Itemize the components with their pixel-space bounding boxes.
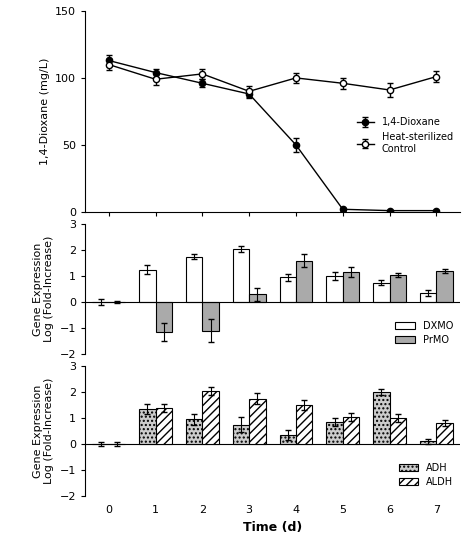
- Bar: [280, 277, 296, 302]
- Bar: [202, 302, 219, 331]
- Y-axis label: Gene Expression
Log (Fold-Increase): Gene Expression Log (Fold-Increase): [33, 378, 54, 485]
- Bar: [437, 423, 453, 444]
- Bar: [327, 276, 343, 302]
- Bar: [280, 435, 296, 444]
- Bar: [249, 398, 265, 444]
- Bar: [390, 275, 406, 302]
- Bar: [343, 417, 359, 444]
- Y-axis label: 1,4-Dioxane (mg/L): 1,4-Dioxane (mg/L): [40, 58, 50, 165]
- Legend: 1,4-Dioxane, Heat-sterilized
Control: 1,4-Dioxane, Heat-sterilized Control: [355, 116, 455, 156]
- Bar: [296, 261, 312, 302]
- Legend: ADH, ALDH: ADH, ALDH: [397, 461, 455, 488]
- Bar: [373, 392, 390, 444]
- X-axis label: Time (d): Time (d): [243, 520, 302, 534]
- Bar: [390, 418, 406, 444]
- Bar: [139, 409, 155, 444]
- Bar: [343, 272, 359, 302]
- Bar: [186, 420, 202, 444]
- Bar: [233, 425, 249, 444]
- Bar: [420, 441, 437, 444]
- Bar: [233, 249, 249, 302]
- Bar: [202, 391, 219, 444]
- Bar: [249, 294, 265, 302]
- Bar: [437, 271, 453, 302]
- Bar: [139, 270, 155, 302]
- Bar: [296, 405, 312, 444]
- Legend: DXMO, PrMO: DXMO, PrMO: [393, 319, 455, 347]
- Bar: [186, 257, 202, 302]
- Bar: [155, 302, 172, 332]
- Bar: [373, 283, 390, 302]
- Bar: [155, 408, 172, 444]
- Y-axis label: Gene Expression
Log (Fold-Increase): Gene Expression Log (Fold-Increase): [33, 236, 54, 342]
- Bar: [420, 293, 437, 302]
- Bar: [327, 422, 343, 444]
